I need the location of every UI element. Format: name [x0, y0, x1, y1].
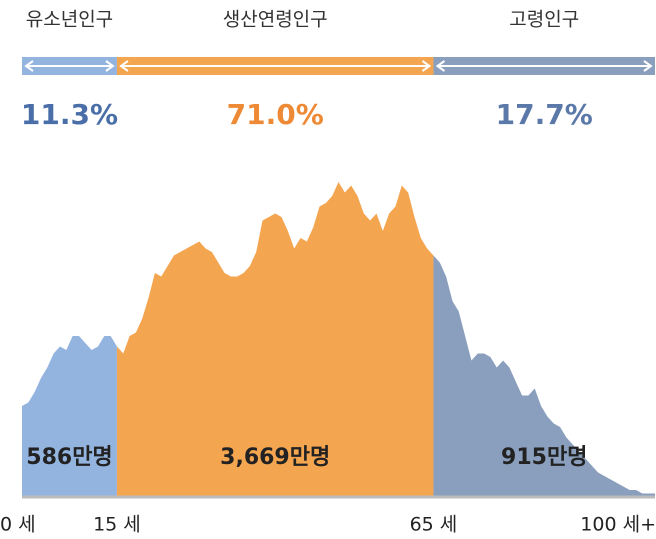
- range-arrow: [435, 60, 653, 72]
- group-share: 11.3%: [21, 98, 118, 131]
- group-total: 3,669만명: [220, 445, 330, 470]
- group-name: 고령인구: [509, 9, 579, 31]
- area-segment: [433, 255, 655, 497]
- x-tick-label: 100 세+: [580, 514, 656, 536]
- group-name: 유소년인구: [26, 9, 113, 31]
- x-tick-label: 0 세: [0, 514, 36, 536]
- group-total: 586만명: [26, 445, 112, 470]
- group-share: 71.0%: [227, 98, 324, 131]
- group-name: 생산연령인구: [223, 9, 328, 31]
- range-arrow: [119, 60, 432, 72]
- group-share: 17.7%: [496, 98, 593, 131]
- group-total: 915만명: [501, 445, 587, 470]
- x-tick-label: 65 세: [410, 514, 458, 536]
- area-segment: [116, 182, 434, 497]
- x-tick-label: 15 세: [93, 514, 141, 536]
- range-arrow: [24, 60, 115, 72]
- area-segment: [22, 336, 117, 497]
